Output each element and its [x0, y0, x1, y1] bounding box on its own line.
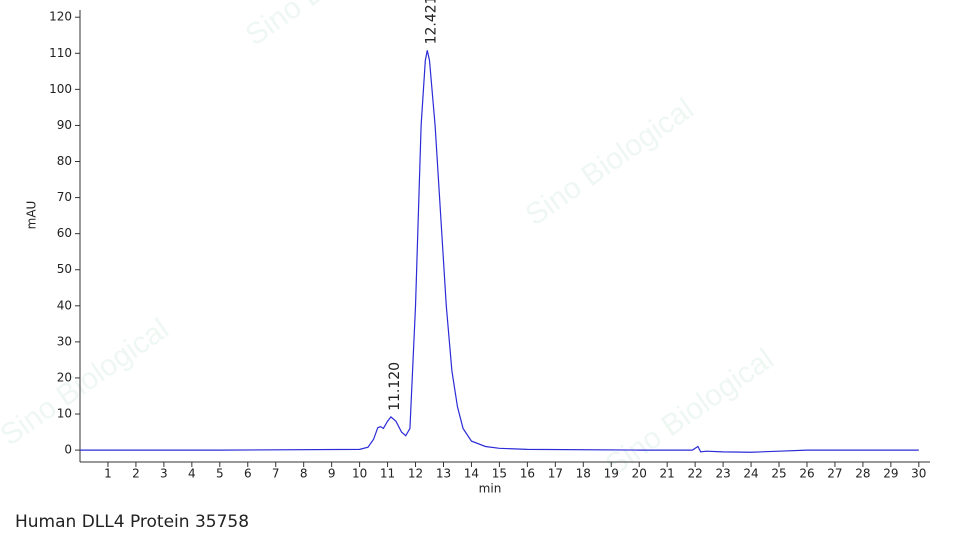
y-tick-label: 50 [57, 262, 72, 276]
x-tick-label: 16 [520, 467, 535, 481]
x-tick-label: 19 [604, 467, 619, 481]
y-tick-label: 30 [57, 334, 72, 348]
x-tick-label: 30 [911, 467, 926, 481]
y-tick-label: 100 [49, 82, 72, 96]
x-axis-label: min [479, 482, 502, 496]
watermark: Sino Biological [600, 342, 780, 482]
y-tick-label: 90 [57, 118, 72, 132]
x-tick-label: 1 [104, 467, 112, 481]
y-tick-label: 10 [57, 407, 72, 421]
x-tick-label: 8 [300, 467, 308, 481]
x-tick-label: 18 [576, 467, 591, 481]
trace [80, 50, 919, 453]
y-tick-label: 20 [57, 370, 72, 384]
y-tick-label: 60 [57, 226, 72, 240]
x-tick-label: 22 [687, 467, 702, 481]
y-tick-label: 0 [64, 443, 72, 457]
x-tick-label: 26 [799, 467, 814, 481]
x-tick-label: 6 [244, 467, 252, 481]
caption: Human DLL4 Protein 35758 [15, 512, 249, 532]
x-tick-label: 10 [352, 467, 367, 481]
watermark: Sino Biological [520, 92, 700, 232]
peak-label: 11.120 [387, 362, 403, 411]
x-tick-label: 5 [216, 467, 224, 481]
y-tick-label: 40 [57, 298, 72, 312]
watermark: Sino Biological [240, 0, 420, 52]
y-axis-label: mAU [25, 201, 39, 230]
x-tick-label: 13 [436, 467, 451, 481]
x-tick-label: 4 [188, 467, 196, 481]
x-tick-label: 2 [132, 467, 140, 481]
x-tick-label: 11 [380, 467, 395, 481]
x-tick-label: 25 [771, 467, 786, 481]
x-tick-label: 29 [883, 467, 898, 481]
y-tick-label: 110 [49, 46, 72, 60]
x-tick-label: 3 [160, 467, 168, 481]
x-tick-label: 15 [492, 467, 507, 481]
x-tick-label: 28 [855, 467, 870, 481]
x-tick-label: 9 [328, 467, 336, 481]
x-tick-label: 17 [548, 467, 563, 481]
x-tick-label: 24 [743, 467, 758, 481]
y-tick-label: 80 [57, 154, 72, 168]
x-tick-label: 7 [272, 467, 280, 481]
y-tick-label: 70 [57, 190, 72, 204]
x-tick-label: 14 [464, 467, 479, 481]
x-tick-label: 27 [827, 467, 842, 481]
x-tick-label: 21 [660, 467, 675, 481]
y-tick-label: 120 [49, 10, 72, 24]
x-tick-label: 23 [715, 467, 730, 481]
x-tick-label: 12 [408, 467, 423, 481]
x-tick-label: 20 [632, 467, 647, 481]
peak-label: 12.421 [423, 0, 439, 44]
watermark: Sino Biological [0, 312, 175, 452]
